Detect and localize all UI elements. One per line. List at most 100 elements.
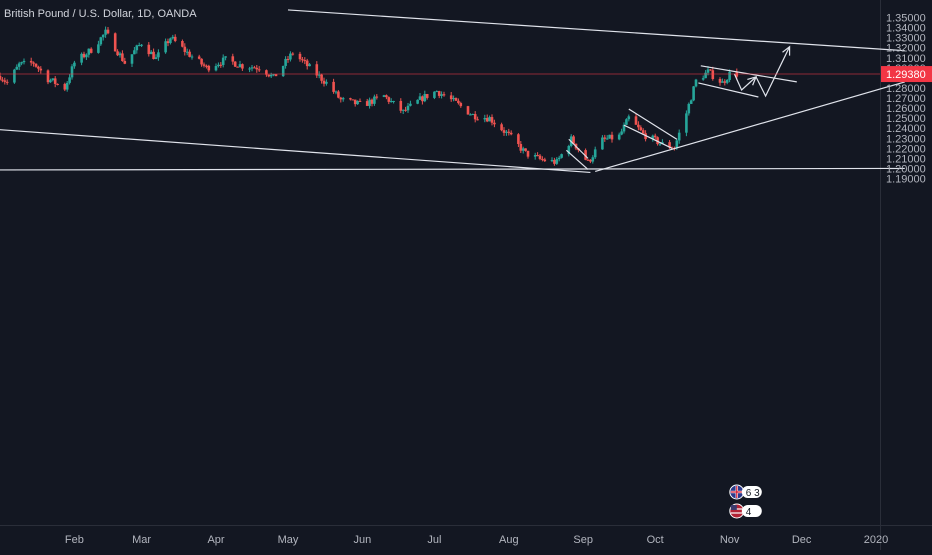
candle [308,62,311,67]
time-tick-label: May [278,534,299,546]
candle [473,111,477,123]
flag-3-lower[interactable] [698,82,759,98]
flag-2-upper[interactable] [628,108,678,140]
candle [334,90,338,95]
flag-1-lower[interactable] [566,149,589,170]
events-layer[interactable]: 6 3 4 [729,484,762,519]
time-tick-label: Dec [792,534,812,546]
candle [634,113,638,125]
price-axis[interactable]: 1.350001.340001.330001.320001.310001.300… [881,13,932,186]
price-tick-label: 1.32000 [886,43,926,55]
candle [677,129,681,144]
candle [502,127,506,136]
event-count-badge [741,486,762,498]
candle [382,94,386,98]
event-marker[interactable]: 6 3 [729,484,762,500]
candle [409,100,412,107]
candle [500,122,503,132]
uptrend-line[interactable] [595,81,905,173]
price-tick-label: 1.23000 [886,133,926,145]
drawings-layer[interactable] [0,9,905,174]
event-marker[interactable]: 4 [729,503,762,519]
projection-zigzag-2[interactable] [755,46,791,98]
uk-flag-icon [729,484,745,500]
candle [68,74,71,85]
candle [169,37,172,45]
candle [459,101,463,108]
last-price-badge[interactable]: 1.29380 [881,66,932,83]
candle [603,134,607,142]
candle [217,62,220,68]
candle [622,122,626,134]
time-tick-label: Nov [720,534,740,546]
candle [365,98,369,106]
candle [483,114,487,123]
candle [281,65,285,77]
candle [723,79,727,86]
candle [368,97,371,109]
candle [339,96,343,103]
candle [17,61,21,71]
time-tick-label: Jun [354,534,372,546]
candle [457,98,460,105]
lower-channel-line[interactable] [0,129,591,174]
candle [147,42,151,57]
last-price-label: 1.29380 [886,69,926,81]
candle [140,44,143,48]
candle [593,146,597,160]
upper-channel-line[interactable] [287,9,905,52]
candle [305,58,309,70]
candle [401,109,405,115]
candle [356,100,359,105]
candle [437,90,441,99]
candle [0,72,2,81]
time-axis[interactable]: Feb Mar Apr May Jun Jul Aug Sep Oct Nov Dec 2020 [65,534,888,546]
event-count: 4 [746,507,752,518]
price-tick-label: 1.19000 [886,174,926,186]
candle [553,157,556,166]
horizontal-support-line[interactable] [0,167,905,171]
candle [524,148,527,152]
price-tick-label: 1.33000 [886,33,926,45]
candle [452,95,455,102]
candle [625,118,628,125]
arrow-head-icon [782,45,791,56]
time-tick-label: Oct [647,534,664,546]
candle [89,47,93,54]
candle [56,83,59,86]
candle [80,52,83,66]
projection-zigzag-1[interactable] [733,73,757,91]
flag-1-upper[interactable] [568,138,589,159]
candle [358,98,362,102]
candle [70,64,74,80]
candle [567,144,571,157]
candle [721,78,724,83]
candle [190,54,194,60]
candle [505,129,508,136]
candle [236,66,239,68]
candle [370,98,374,107]
candle [303,57,307,65]
candle [601,135,604,150]
candle [442,91,446,97]
candle [584,148,587,161]
candle [349,97,352,101]
candle [65,81,69,92]
candle [123,57,127,65]
candle [39,66,43,74]
us-flag-icon [729,503,745,519]
candle [87,48,91,58]
candle [85,53,88,60]
candle [238,60,242,68]
candle [154,54,158,60]
candle [200,58,203,67]
candle [572,135,575,145]
candle [34,63,38,68]
price-tick-label: 1.34000 [886,23,926,35]
candle [435,90,439,93]
flag-2-lower[interactable] [623,124,673,149]
candle [541,156,544,162]
